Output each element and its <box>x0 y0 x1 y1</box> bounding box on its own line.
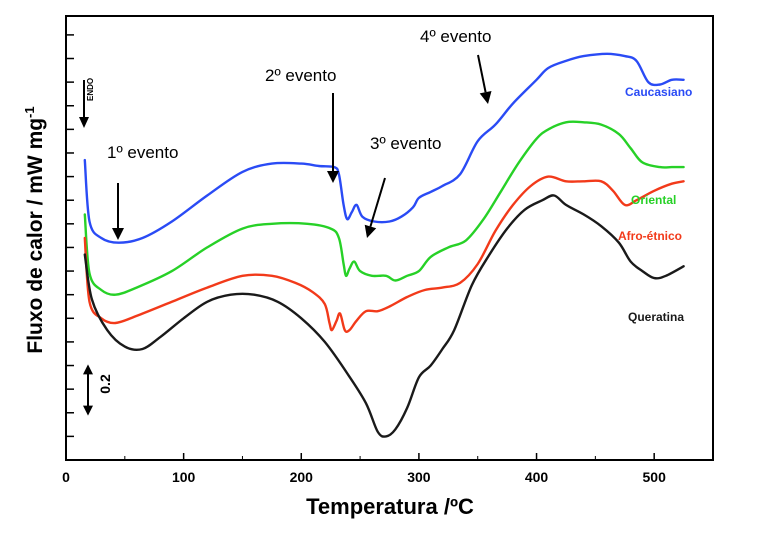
annotation-arrow-icon-3 <box>364 224 377 238</box>
series-group <box>83 52 685 438</box>
y-axis-label: Fluxo de calor / mW mg-1 <box>22 106 47 353</box>
axes: 0 100 200 300 400 500 <box>62 15 714 485</box>
annotations: 1º evento 2º evento 3º evento 4º evento <box>107 27 492 240</box>
series-line-oriental <box>83 120 685 296</box>
annotation-label-4: 4º evento <box>420 27 491 46</box>
annotation-label-3: 3º evento <box>370 134 441 153</box>
annotation-arrow-line-3 <box>369 177 386 227</box>
annotation-arrow-icon-4 <box>479 91 492 104</box>
y-axis-label-main: Fluxo de calor / mW mg <box>24 118 47 354</box>
x-tick-label: 0 <box>62 469 70 485</box>
scale-bar-label: 0.2 <box>97 374 113 394</box>
series-label-caucasiano: Caucasiano <box>625 85 692 99</box>
x-tick-label: 100 <box>172 469 196 485</box>
y-axis-label-superscript: -1 <box>22 106 37 118</box>
scale-bar-down-arrow-icon <box>83 405 93 416</box>
annotation-arrow-icon-2 <box>327 171 339 183</box>
x-tick-label: 200 <box>290 469 314 485</box>
endo-arrow-icon <box>79 117 89 128</box>
annotation-arrow-line-4 <box>477 54 487 93</box>
series-label-oriental: Oriental <box>631 193 676 207</box>
series-line-afro-etnico <box>83 175 685 333</box>
annotation-label-2: 2º evento <box>265 66 336 85</box>
series-labels: Caucasiano Oriental Afro-étnico Queratina <box>618 85 692 324</box>
annotation-arrow-icon-1 <box>112 228 124 240</box>
endo-label: ENDO <box>86 78 95 101</box>
plot-frame <box>65 15 714 461</box>
x-tick-label: 500 <box>643 469 667 485</box>
series-label-queratina: Queratina <box>628 310 684 324</box>
series-line-caucasiano <box>83 52 685 244</box>
scale-bar-up-arrow-icon <box>83 364 93 375</box>
series-line-queratina <box>83 194 685 438</box>
indicators: ENDO 0.2 <box>79 78 113 416</box>
x-tick-label: 300 <box>407 469 431 485</box>
annotation-label-1: 1º evento <box>107 143 178 162</box>
x-tick-label: 400 <box>525 469 549 485</box>
series-label-afro-etnico: Afro-étnico <box>618 229 682 243</box>
x-axis-label: Temperatura /ºC <box>306 494 474 519</box>
